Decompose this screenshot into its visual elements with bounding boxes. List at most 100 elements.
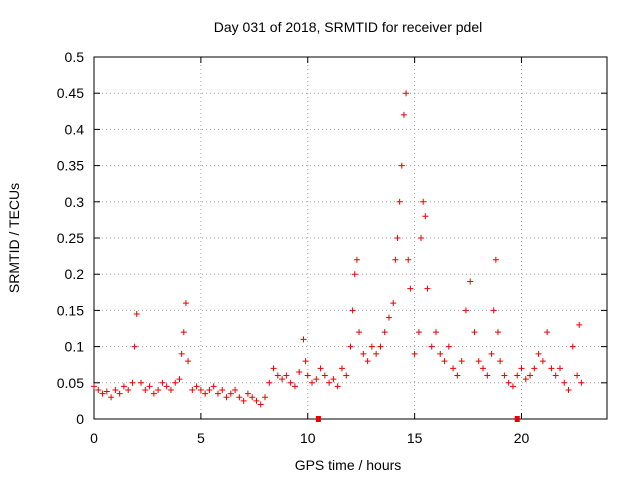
data-point	[244, 390, 251, 397]
y-tick-label: 0.2	[65, 266, 85, 282]
data-point	[116, 390, 123, 397]
data-point	[360, 350, 367, 357]
data-point	[518, 365, 525, 372]
data-point	[95, 387, 102, 394]
data-point	[197, 387, 204, 394]
data-point	[338, 365, 345, 372]
data-point	[202, 390, 209, 397]
x-axis-label: GPS time / hours	[295, 457, 402, 473]
data-point	[108, 394, 115, 401]
data-point	[279, 376, 286, 383]
data-point	[138, 379, 145, 386]
y-tick-label: 0.1	[65, 339, 85, 355]
data-point	[291, 383, 298, 390]
data-point	[283, 372, 290, 379]
data-point	[480, 365, 487, 372]
data-point	[172, 379, 179, 386]
y-tick-label: 0.45	[57, 85, 84, 101]
data-point	[394, 235, 401, 241]
data-point	[309, 379, 316, 386]
data-point	[458, 358, 465, 365]
y-tick-label: 0.15	[57, 302, 84, 318]
data-point	[91, 383, 97, 390]
data-point	[578, 379, 585, 386]
x-tick-label: 0	[90, 430, 98, 446]
data-point	[317, 365, 324, 372]
gap-marker	[514, 416, 520, 422]
data-point	[490, 307, 497, 314]
y-tick-label: 0.5	[65, 49, 85, 65]
data-point	[454, 372, 461, 379]
data-point	[422, 213, 429, 220]
data-point	[552, 372, 559, 379]
y-tick-label: 0.25	[57, 230, 84, 246]
data-point	[353, 256, 360, 263]
x-tick-label: 5	[197, 430, 205, 446]
data-point	[576, 321, 583, 328]
y-tick-label: 0.05	[57, 375, 84, 391]
data-point	[347, 343, 354, 350]
data-point	[373, 350, 380, 357]
data-point	[163, 383, 170, 390]
data-point	[214, 390, 221, 397]
x-tick-label: 10	[300, 430, 316, 446]
data-point	[330, 376, 337, 383]
data-point	[349, 307, 356, 314]
data-point	[527, 372, 534, 379]
data-point	[178, 350, 185, 357]
data-point	[155, 387, 162, 394]
data-point	[548, 365, 555, 372]
data-point	[296, 368, 303, 375]
data-point	[385, 314, 392, 321]
data-point	[129, 379, 136, 386]
data-point	[99, 390, 106, 397]
data-point	[462, 307, 469, 314]
data-point	[159, 379, 166, 386]
data-point	[390, 300, 397, 307]
data-point	[392, 256, 399, 263]
y-tick-label: 0.3	[65, 194, 85, 210]
data-point	[176, 376, 183, 383]
data-point	[180, 329, 187, 336]
data-point	[450, 365, 457, 372]
data-point	[142, 387, 149, 394]
data-points	[91, 90, 585, 408]
x-tick-label: 15	[407, 430, 423, 446]
data-point	[411, 350, 418, 357]
data-point	[219, 387, 226, 394]
data-point	[257, 401, 264, 408]
y-tick-label: 0.4	[65, 121, 85, 137]
data-point	[437, 350, 444, 357]
data-point	[262, 394, 268, 401]
data-point	[400, 111, 407, 118]
data-point	[396, 198, 403, 205]
data-point	[287, 379, 294, 386]
data-point	[488, 350, 495, 357]
data-point	[326, 379, 333, 386]
data-point	[501, 372, 508, 379]
gap-marker	[315, 416, 321, 422]
data-point	[441, 358, 448, 365]
data-point	[249, 394, 256, 401]
data-point	[131, 343, 138, 350]
data-point	[356, 329, 363, 336]
data-point	[223, 394, 230, 401]
data-point	[270, 365, 277, 372]
gap-markers	[315, 416, 520, 422]
data-point	[304, 372, 311, 379]
data-point	[405, 256, 412, 263]
grid-lines	[94, 57, 607, 419]
data-point	[494, 329, 501, 336]
data-point	[415, 329, 422, 336]
data-point	[150, 390, 157, 397]
data-point	[522, 376, 529, 383]
data-point	[381, 329, 388, 336]
data-point	[351, 271, 358, 278]
data-point	[398, 162, 405, 169]
data-point	[300, 336, 307, 343]
data-point	[240, 397, 247, 404]
chart-title: Day 031 of 2018, SRMTID for receiver pde…	[214, 19, 482, 35]
data-point	[467, 278, 474, 285]
data-point	[418, 235, 425, 241]
data-point	[182, 300, 189, 307]
